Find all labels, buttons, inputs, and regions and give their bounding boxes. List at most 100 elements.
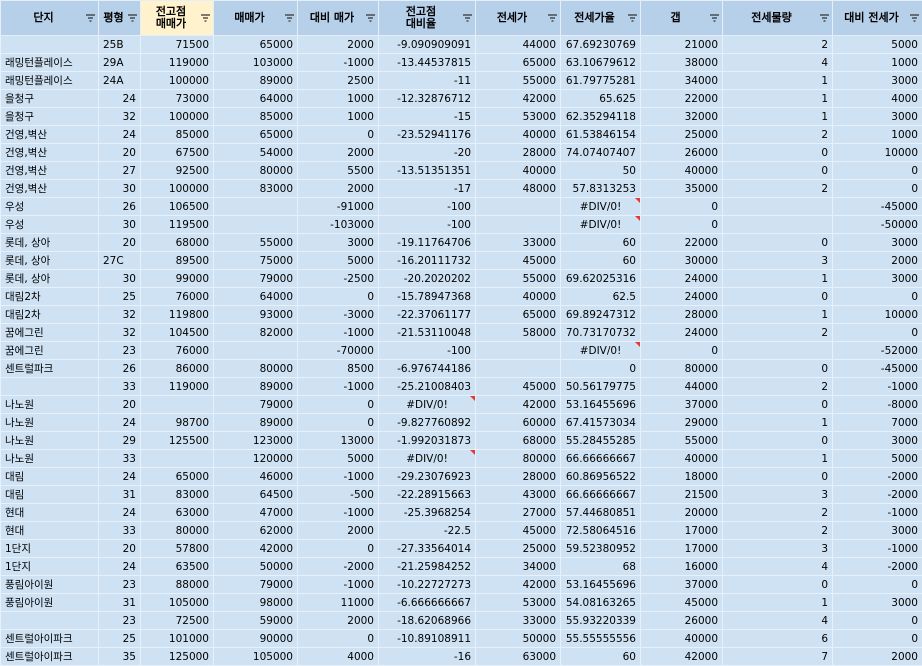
cell[interactable]: -1000 (297, 575, 379, 594)
cell[interactable]: 26000 (640, 143, 723, 162)
cell[interactable]: 5000 (297, 251, 379, 270)
cell[interactable]: -100 (378, 197, 476, 216)
cell[interactable]: -1000 (297, 503, 379, 522)
cell[interactable]: 10000 (832, 305, 922, 324)
cell[interactable]: -16 (378, 647, 476, 666)
cell[interactable]: 43000 (475, 485, 561, 504)
cell[interactable]: 55000 (475, 269, 561, 288)
cell[interactable]: 93000 (213, 305, 298, 324)
cell[interactable]: -16.20111732 (378, 251, 476, 270)
cell[interactable]: 53000 (475, 593, 561, 612)
cell[interactable]: 105000 (140, 593, 214, 612)
cell[interactable]: 69.89247312 (560, 305, 641, 324)
cell[interactable]: 우성 (0, 197, 99, 216)
cell[interactable]: -45000 (832, 197, 922, 216)
cell[interactable]: -22.28915663 (378, 485, 476, 504)
cell[interactable]: 60 (560, 647, 641, 666)
cell[interactable]: 34000 (475, 557, 561, 576)
cell[interactable]: 0 (297, 539, 379, 558)
filter-button[interactable] (710, 14, 719, 22)
cell[interactable]: 현대 (0, 503, 99, 522)
cell[interactable]: -22.5 (378, 521, 476, 540)
cell[interactable]: 60000 (475, 413, 561, 432)
cell[interactable]: 30 (98, 215, 141, 234)
cell[interactable]: 2000 (297, 611, 379, 630)
cell[interactable]: 27000 (475, 503, 561, 522)
cell[interactable]: 80000 (475, 449, 561, 468)
cell[interactable]: 22000 (640, 233, 723, 252)
cell[interactable]: 59.52380952 (560, 539, 641, 558)
cell[interactable]: 66.66666667 (560, 485, 641, 504)
cell[interactable]: #DIV/0! (378, 449, 476, 468)
cell[interactable]: 89000 (213, 377, 298, 396)
cell[interactable]: 57.44680851 (560, 503, 641, 522)
cell[interactable]: 나노원 (0, 431, 99, 450)
cell[interactable]: -3000 (297, 305, 379, 324)
cell[interactable]: -23.52941176 (378, 125, 476, 144)
cell[interactable]: 61.79775281 (560, 71, 641, 90)
cell[interactable]: 1 (722, 89, 833, 108)
cell[interactable]: -25.3968254 (378, 503, 476, 522)
cell[interactable]: 4000 (832, 89, 922, 108)
cell[interactable]: 0 (640, 215, 723, 234)
cell[interactable]: 0 (722, 575, 833, 594)
cell[interactable]: 40000 (475, 125, 561, 144)
cell[interactable]: 0 (722, 143, 833, 162)
cell[interactable]: 13000 (297, 431, 379, 450)
cell[interactable]: 1 (722, 71, 833, 90)
cell[interactable]: 0 (560, 359, 641, 378)
cell[interactable]: 6 (722, 629, 833, 648)
cell[interactable]: 2 (722, 179, 833, 198)
cell[interactable]: 3000 (832, 521, 922, 540)
cell[interactable]: 나노원 (0, 395, 99, 414)
cell[interactable]: 25B (98, 35, 141, 54)
cell[interactable]: 83000 (213, 179, 298, 198)
cell[interactable]: 건영,벽산 (0, 143, 99, 162)
cell[interactable]: 2000 (297, 521, 379, 540)
cell[interactable]: 80000 (140, 521, 214, 540)
cell[interactable]: 1 (722, 593, 833, 612)
cell[interactable]: -100 (378, 215, 476, 234)
cell[interactable] (722, 197, 833, 216)
cell[interactable]: #DIV/0! (560, 341, 641, 360)
cell[interactable]: 을청구 (0, 107, 99, 126)
cell[interactable]: 90000 (213, 629, 298, 648)
cell[interactable]: 70.73170732 (560, 323, 641, 342)
cell[interactable]: 0 (722, 431, 833, 450)
cell[interactable]: 44000 (475, 35, 561, 54)
cell[interactable]: -22.37061177 (378, 305, 476, 324)
cell[interactable]: 82000 (213, 323, 298, 342)
cell[interactable]: 3000 (832, 593, 922, 612)
cell[interactable]: 69.62025316 (560, 269, 641, 288)
cell[interactable]: 54000 (213, 143, 298, 162)
cell[interactable]: 28000 (475, 143, 561, 162)
cell[interactable]: 꿈에그린 (0, 323, 99, 342)
cell[interactable]: 58000 (475, 323, 561, 342)
cell[interactable]: 80000 (213, 161, 298, 180)
cell[interactable]: 30 (98, 269, 141, 288)
cell[interactable] (0, 377, 99, 396)
cell[interactable]: 68000 (140, 233, 214, 252)
cell[interactable]: 건영,벽산 (0, 161, 99, 180)
cell[interactable]: 2 (722, 503, 833, 522)
cell[interactable]: 33 (98, 521, 141, 540)
cell[interactable]: -9.827760892 (378, 413, 476, 432)
cell[interactable]: 68 (560, 557, 641, 576)
cell[interactable]: 1 (722, 305, 833, 324)
cell[interactable]: 65000 (213, 125, 298, 144)
cell[interactable]: 0 (640, 197, 723, 216)
cell[interactable]: 0 (722, 233, 833, 252)
cell[interactable]: 3000 (832, 71, 922, 90)
cell[interactable]: 62000 (213, 521, 298, 540)
cell[interactable]: 4 (722, 557, 833, 576)
cell[interactable]: 55.28455285 (560, 431, 641, 450)
cell[interactable]: 2500 (297, 71, 379, 90)
cell[interactable]: 100000 (140, 107, 214, 126)
cell[interactable]: -2500 (297, 269, 379, 288)
cell[interactable]: 42000 (213, 539, 298, 558)
cell[interactable]: 3000 (297, 233, 379, 252)
cell[interactable]: 68000 (475, 431, 561, 450)
cell[interactable]: 20 (98, 233, 141, 252)
cell[interactable]: 40000 (640, 161, 723, 180)
cell[interactable]: 79000 (213, 575, 298, 594)
